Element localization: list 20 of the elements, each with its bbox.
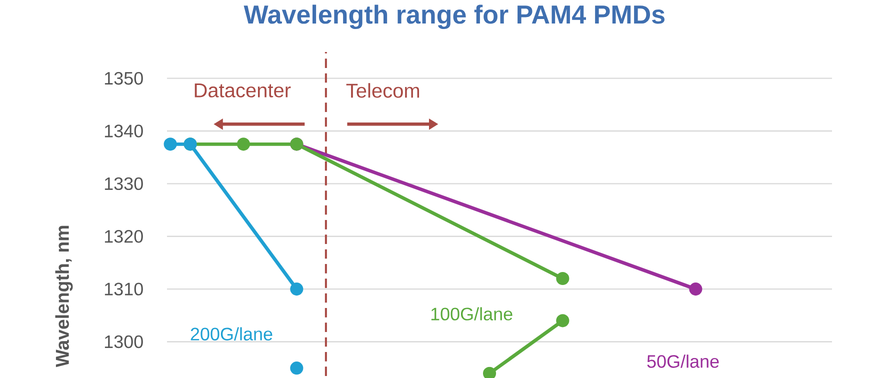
- y-tick-label: 1350: [104, 72, 143, 85]
- annotation: Datacenter: [194, 83, 291, 98]
- point: [689, 282, 702, 296]
- y-axis-title: Wavelength, nm: [55, 226, 73, 368]
- point: [556, 272, 570, 285]
- point: [556, 314, 570, 328]
- y-tick-label: 1330: [104, 177, 143, 190]
- point: [290, 282, 304, 296]
- text: 100G/lane: [431, 307, 512, 320]
- y-tick-label: 1300: [104, 335, 143, 348]
- annotation: Telecom: [346, 83, 420, 98]
- text: 200G/lane: [190, 327, 272, 340]
- point: [290, 361, 304, 375]
- text: 50G/lane: [647, 354, 719, 368]
- y-tick-label: 1320: [104, 230, 143, 243]
- point: [236, 138, 250, 151]
- y-tick-label: 1340: [104, 124, 143, 138]
- y-tick-label: 1310: [104, 282, 143, 296]
- chart-title: Wavelength range for PAM4 PMDs: [244, 4, 664, 29]
- point: [164, 138, 177, 151]
